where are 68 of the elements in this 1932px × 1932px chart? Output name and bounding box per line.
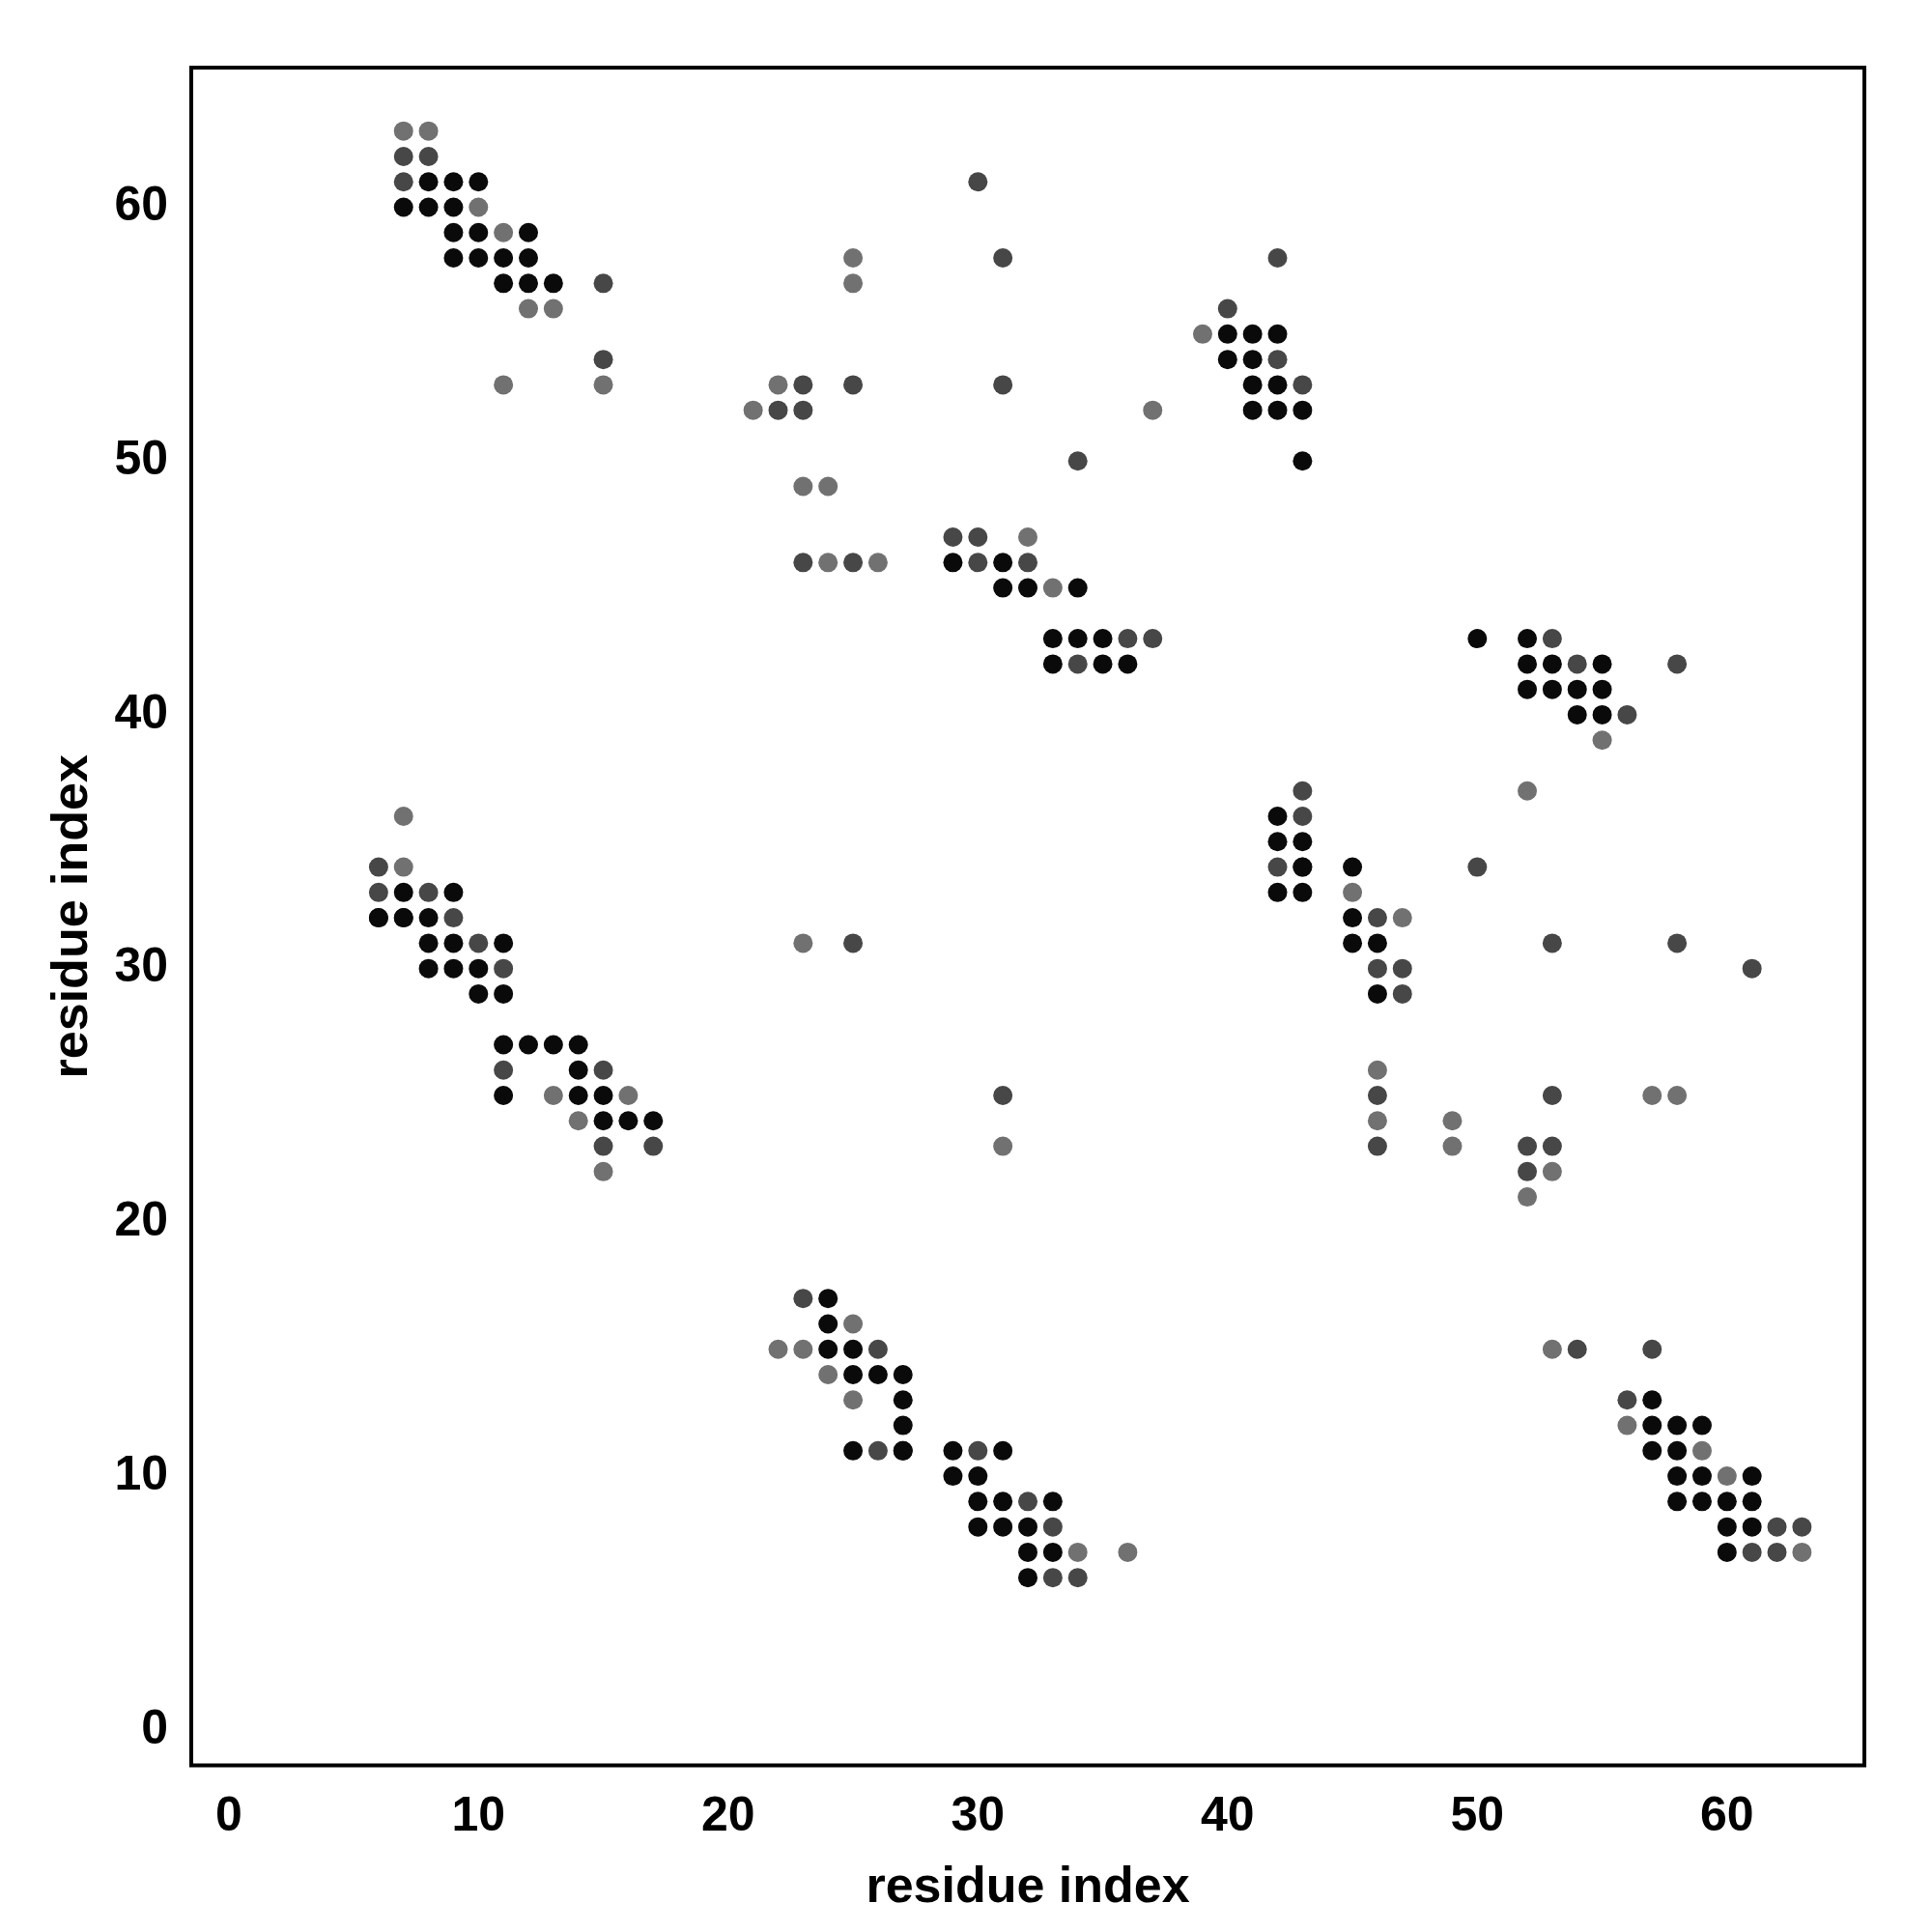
point [1717, 1466, 1737, 1487]
y-tick-label: 30 [114, 938, 169, 993]
point [1042, 578, 1063, 598]
point [593, 1161, 613, 1181]
y-tick-label: 40 [114, 684, 169, 739]
point [494, 375, 514, 395]
y-tick-label: 60 [114, 177, 169, 232]
point [843, 1390, 864, 1410]
point [1792, 1542, 1812, 1562]
y-tick-label: 50 [114, 431, 169, 485]
point [1518, 1187, 1538, 1208]
point [418, 121, 439, 141]
point [1518, 781, 1538, 801]
point [818, 1365, 838, 1385]
point [393, 857, 413, 877]
y-tick-label: 10 [114, 1445, 169, 1500]
point [543, 298, 563, 319]
point [1192, 324, 1212, 344]
point [1617, 1415, 1637, 1435]
point [393, 807, 413, 827]
point [1592, 730, 1612, 751]
x-tick-label: 10 [451, 1787, 506, 1842]
point [843, 1314, 864, 1334]
point [793, 1339, 813, 1359]
point [469, 197, 489, 217]
point [1367, 1060, 1387, 1080]
point [1542, 1161, 1562, 1181]
y-tick-label: 20 [114, 1192, 169, 1247]
point [1542, 1339, 1562, 1359]
point [818, 553, 838, 573]
point [743, 400, 763, 420]
point [793, 933, 813, 953]
point [1392, 908, 1412, 928]
point [1442, 1136, 1463, 1156]
x-tick-label: 20 [700, 1787, 755, 1842]
point [519, 298, 538, 319]
x-tick-label: 30 [951, 1787, 1006, 1842]
point [818, 476, 838, 497]
y-axis-title: residue index [41, 754, 98, 1079]
point [1667, 1086, 1688, 1106]
point [543, 1086, 563, 1106]
point [618, 1086, 639, 1106]
x-tick-label: 0 [214, 1787, 242, 1842]
point [993, 1136, 1013, 1156]
point [1642, 1086, 1662, 1106]
point [568, 1111, 588, 1131]
y-tick-label: 0 [141, 1699, 169, 1754]
point [1118, 1542, 1138, 1562]
point [1067, 1542, 1088, 1562]
x-tick-label: 60 [1700, 1787, 1754, 1842]
point [1367, 1111, 1387, 1131]
point [1143, 400, 1163, 420]
point [1343, 882, 1363, 902]
x-tick-label: 40 [1201, 1787, 1255, 1842]
point [593, 375, 613, 395]
point [793, 476, 813, 497]
point [494, 222, 514, 242]
point [843, 273, 864, 294]
point [1018, 527, 1038, 548]
point [393, 121, 413, 141]
x-axis-title: residue index [866, 1857, 1190, 1914]
x-tick-label: 50 [1450, 1787, 1505, 1842]
point [768, 1339, 788, 1359]
point [1442, 1111, 1463, 1131]
point [768, 375, 788, 395]
point [1691, 1440, 1712, 1461]
point [843, 248, 864, 269]
point [867, 553, 888, 573]
